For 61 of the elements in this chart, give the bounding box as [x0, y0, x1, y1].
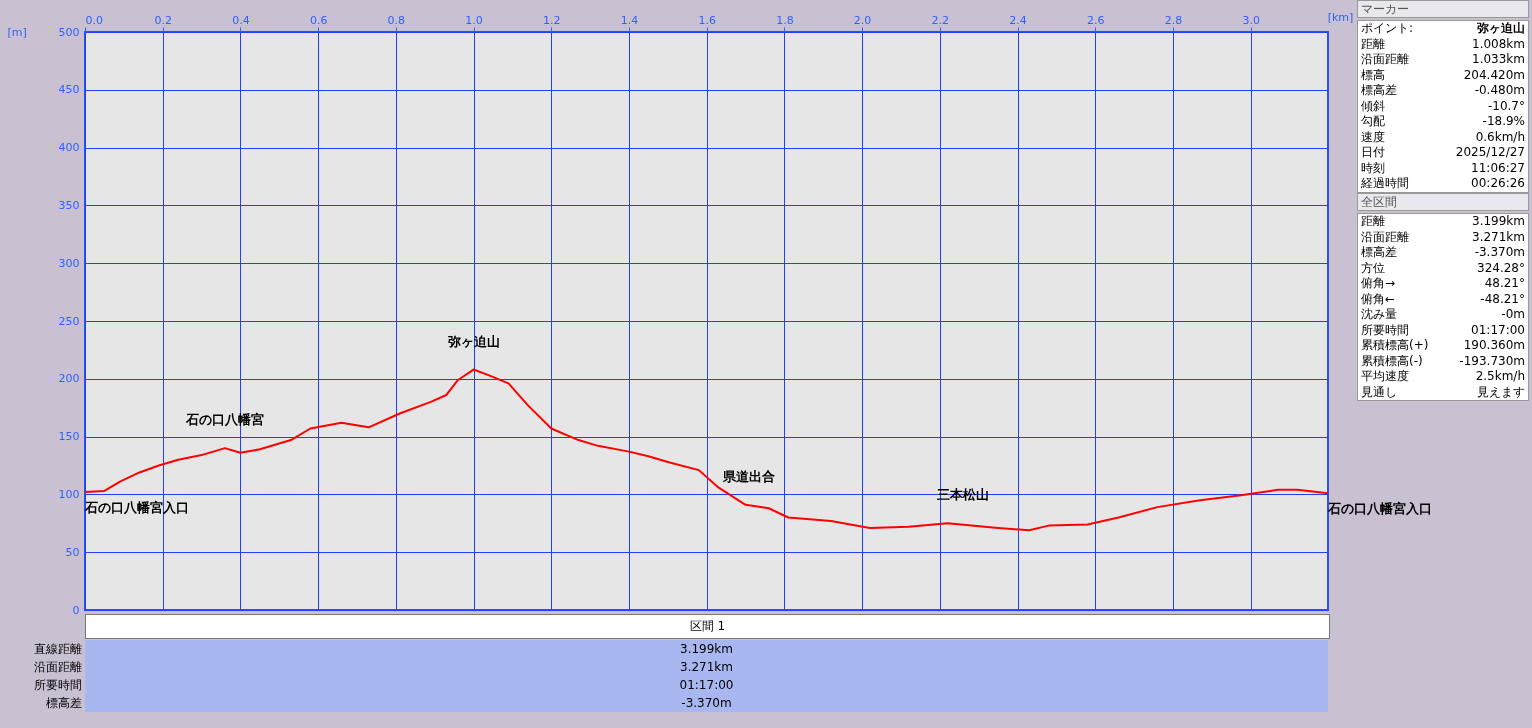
x-axis-title: [km]: [1327, 10, 1354, 24]
text: 距離 1.008km: [1361, 36, 1525, 51]
text: 平均速度 2.5km/h: [1361, 369, 1525, 383]
x-tick-label: 3.0: [1242, 13, 1260, 27]
text: 直線距離 3.199km: [34, 642, 733, 656]
text: 累積標高(+) 190.360m: [1361, 338, 1525, 352]
text: 沈み量 -0m: [1361, 307, 1525, 321]
x-tick-label: 2.2: [931, 13, 950, 27]
line-series: [84, 368, 1329, 532]
x-tick-label: 0.2: [154, 13, 172, 27]
y-tick-label: 450: [58, 83, 80, 97]
text: 標高差 -3.370m: [46, 696, 732, 710]
text: 区間 1: [85, 614, 1330, 639]
text: 方位 324.28°: [1361, 260, 1525, 275]
y-tick-label: 300: [58, 256, 80, 270]
text: 標高差 -0.480m: [1361, 83, 1525, 97]
y-tick-label: 350: [58, 198, 80, 212]
text: 勾配 -18.9%: [1361, 114, 1525, 128]
x-tick-label: 0.8: [387, 13, 406, 27]
text: 速度 0.6km/h: [1361, 129, 1525, 144]
text: 標高 204.420m: [1361, 67, 1525, 82]
y-tick-label: 200: [58, 372, 80, 386]
text: 累積標高(-) -193.730m: [1361, 353, 1525, 368]
x-tick-label: 2.0: [853, 13, 872, 27]
text: マーカー: [1357, 0, 1529, 18]
text: 傾斜 -10.7°: [1361, 98, 1525, 113]
text: 俯角← -48.21°: [1361, 291, 1525, 306]
x-tick-label: 0.0: [85, 13, 103, 27]
y-tick-label: 400: [58, 141, 80, 155]
x-tick-label: 0.4: [232, 13, 250, 27]
x-tick-label: 1.8: [776, 13, 794, 27]
y-tick-label: 500: [58, 25, 80, 39]
annotation: 県道出合: [722, 468, 776, 484]
text: 所要時間 01:17:00: [1361, 322, 1525, 337]
text: 時刻 11:06:27: [1361, 160, 1525, 175]
text: 日付 2025/12/27: [1361, 145, 1525, 159]
text: ポイント: 弥ヶ迫山: [1361, 21, 1525, 35]
text: 見通し 見えます: [1361, 384, 1525, 399]
x-tick-label: 2.6: [1087, 13, 1105, 27]
y-tick-label: 0: [72, 603, 80, 617]
y-tick-label: 150: [58, 430, 80, 444]
text: 距離 3.199km: [1361, 214, 1525, 228]
text: 俯角→ 48.21°: [1361, 276, 1525, 290]
x-tick-label: 1.0: [465, 13, 483, 27]
text: 全区間: [1357, 193, 1529, 211]
x-tick-label: 0.6: [309, 13, 328, 27]
x-tick-label: 2.4: [1009, 13, 1027, 27]
text: 経過時間 00:26:26: [1361, 176, 1525, 190]
text: 標高差 -3.370m: [1361, 245, 1525, 259]
y-tick-label: 50: [65, 545, 80, 559]
x-tick-label: 2.8: [1164, 13, 1183, 27]
y-tick-label: 100: [58, 487, 80, 501]
x-tick-label: 1.6: [698, 13, 716, 27]
y-axis-title: [m]: [7, 25, 27, 39]
text: 沿面距離 1.033km: [1361, 52, 1525, 66]
x-tick-label: 1.2: [543, 13, 561, 27]
text: 沿面距離 3.271km: [1361, 229, 1525, 244]
text: 沿面距離 3.271km: [34, 660, 733, 674]
y-tick-label: 250: [58, 314, 80, 328]
x-tick-label: 1.4: [620, 13, 639, 27]
text: 所要時間 01:17:00: [34, 678, 734, 692]
